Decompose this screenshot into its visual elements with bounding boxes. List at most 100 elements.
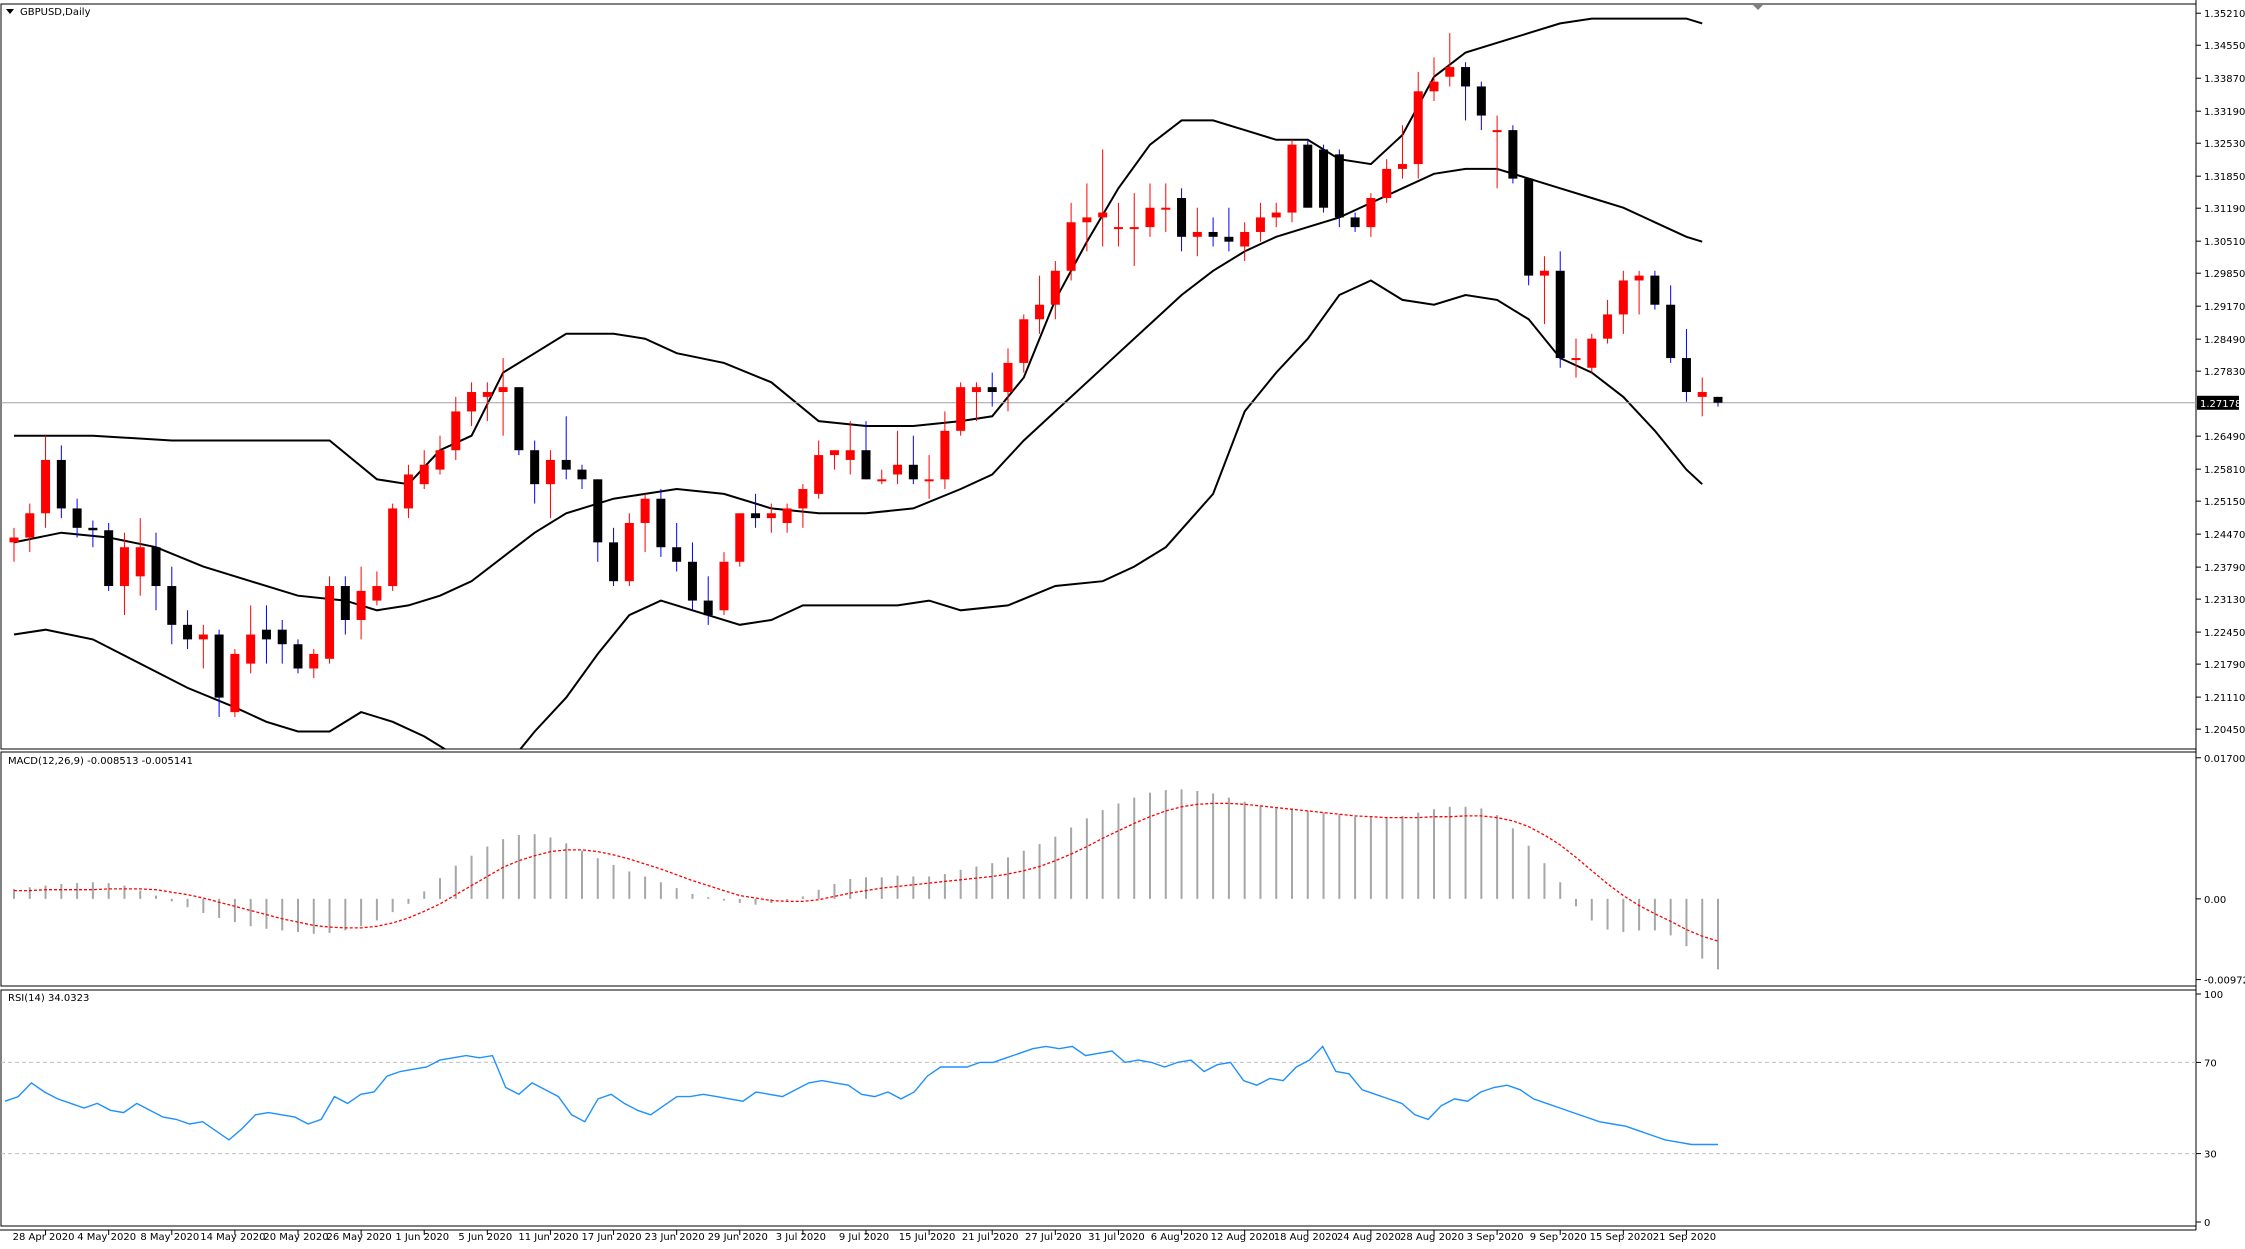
candle-body bbox=[1634, 275, 1644, 281]
candle bbox=[1082, 183, 1092, 252]
macd-histogram-bar bbox=[375, 898, 378, 921]
candle-body bbox=[41, 459, 51, 514]
macd-histogram-bar bbox=[1448, 806, 1451, 899]
candle bbox=[1334, 149, 1344, 228]
candle-body bbox=[924, 479, 934, 482]
candle bbox=[1429, 57, 1439, 102]
rsi-tick-label: 100 bbox=[2204, 990, 2223, 1001]
macd-histogram-bar bbox=[707, 897, 710, 899]
rsi-tick-label: 0 bbox=[2204, 1218, 2210, 1229]
candle bbox=[261, 605, 271, 664]
date-tick-label: 17 Jun 2020 bbox=[581, 1232, 641, 1243]
macd-histogram-bar bbox=[155, 895, 157, 899]
price-tick-label: 1.24470 bbox=[2204, 530, 2245, 541]
date-tick-label: 4 May 2020 bbox=[77, 1232, 136, 1243]
candle-body bbox=[1019, 319, 1029, 363]
date-tick-label: 14 May 2020 bbox=[200, 1232, 265, 1243]
candle-body bbox=[1555, 270, 1565, 359]
macd-histogram-bar bbox=[1417, 812, 1420, 899]
candle bbox=[1713, 396, 1723, 407]
macd-histogram-bar bbox=[691, 893, 694, 899]
macd-histogram-bar bbox=[28, 887, 31, 899]
price-tick-label: 1.28490 bbox=[2204, 335, 2245, 346]
candle bbox=[277, 619, 287, 664]
candle-body bbox=[530, 450, 540, 485]
candle bbox=[924, 455, 934, 499]
macd-histogram-bar bbox=[439, 878, 441, 899]
chart-shift-icon[interactable] bbox=[1753, 5, 1763, 10]
date-tick-label: 3 Jul 2020 bbox=[776, 1232, 826, 1243]
date-tick-label: 21 Sep 2020 bbox=[1653, 1232, 1716, 1243]
date-tick-label: 20 May 2020 bbox=[263, 1232, 328, 1243]
candle bbox=[782, 503, 792, 533]
macd-histogram-bar bbox=[1038, 844, 1041, 899]
candle-body bbox=[1224, 236, 1234, 242]
candle-body bbox=[545, 459, 555, 485]
macd-histogram-bar bbox=[170, 898, 173, 902]
price-tick-label: 1.25810 bbox=[2204, 465, 2245, 476]
macd-histogram-bar bbox=[659, 882, 662, 899]
macd-histogram-bar bbox=[1638, 898, 1641, 931]
macd-histogram-bar bbox=[249, 898, 252, 927]
candle-body bbox=[1539, 270, 1549, 276]
date-tick-label: 8 May 2020 bbox=[140, 1232, 199, 1243]
date-tick-label: 24 Aug 2020 bbox=[1337, 1232, 1401, 1243]
macd-label: MACD(12,26,9) -0.008513 -0.005141 bbox=[8, 756, 193, 767]
macd-pane[interactable] bbox=[13, 789, 1719, 970]
candle-body bbox=[609, 542, 619, 582]
pane-frames bbox=[0, 0, 2197, 1231]
candle-body bbox=[1508, 130, 1518, 179]
candle-body bbox=[261, 629, 271, 640]
candle-body bbox=[672, 547, 682, 562]
candle-body bbox=[956, 387, 966, 431]
macd-histogram-bar bbox=[1559, 882, 1562, 899]
price-tick-label: 1.27830 bbox=[2204, 367, 2245, 378]
date-tick-label: 18 Aug 2020 bbox=[1274, 1232, 1338, 1243]
date-tick-label: 29 Jun 2020 bbox=[708, 1232, 768, 1243]
macd-histogram-bar bbox=[218, 898, 221, 918]
macd-histogram-bar bbox=[1085, 818, 1088, 899]
candle bbox=[325, 576, 335, 664]
candle bbox=[845, 421, 855, 475]
macd-histogram-bar bbox=[312, 898, 315, 934]
candle bbox=[25, 503, 35, 553]
candle bbox=[309, 649, 319, 679]
candle bbox=[1319, 144, 1329, 213]
candle-body bbox=[9, 537, 19, 543]
candle bbox=[214, 629, 224, 717]
candle-body bbox=[1571, 358, 1581, 361]
candle bbox=[1650, 270, 1660, 310]
date-tick-label: 23 Jun 2020 bbox=[645, 1232, 705, 1243]
candle bbox=[609, 527, 619, 587]
current-price-tag bbox=[2197, 395, 2239, 410]
macd-histogram-bar bbox=[1385, 817, 1388, 899]
candle bbox=[624, 513, 634, 587]
candle bbox=[1192, 207, 1202, 257]
candle bbox=[56, 445, 66, 519]
candle bbox=[1634, 270, 1644, 315]
candle-body bbox=[514, 387, 524, 451]
date-tick-label: 9 Jul 2020 bbox=[839, 1232, 889, 1243]
candle bbox=[672, 522, 682, 572]
bollinger-upper-line bbox=[14, 17, 1703, 486]
price-pane[interactable] bbox=[1, 17, 2196, 771]
candle bbox=[1666, 285, 1676, 363]
candle-body bbox=[1161, 207, 1171, 210]
candle bbox=[1255, 202, 1265, 242]
symbol-menu-icon[interactable] bbox=[6, 9, 14, 14]
macd-signal-line bbox=[14, 802, 1719, 942]
macd-histogram-bar bbox=[723, 898, 725, 901]
macd-histogram-bar bbox=[423, 891, 426, 899]
rsi-pane[interactable] bbox=[1, 1045, 2196, 1155]
candle-body bbox=[1524, 178, 1534, 276]
macd-histogram-bar bbox=[817, 889, 820, 899]
candle bbox=[1350, 212, 1360, 232]
macd-histogram-bar bbox=[60, 883, 63, 899]
price-tick-label: 1.34550 bbox=[2204, 41, 2245, 52]
macd-histogram-bar bbox=[1133, 797, 1136, 899]
macd-histogram-bar bbox=[1543, 863, 1546, 899]
rsi-label: RSI(14) 34.0323 bbox=[8, 993, 89, 1004]
macd-histogram-bar bbox=[612, 864, 615, 899]
candle-body bbox=[1177, 198, 1187, 237]
candle bbox=[703, 576, 713, 625]
